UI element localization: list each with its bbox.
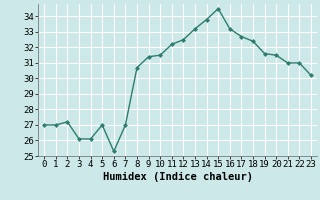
X-axis label: Humidex (Indice chaleur): Humidex (Indice chaleur) [103, 172, 252, 182]
